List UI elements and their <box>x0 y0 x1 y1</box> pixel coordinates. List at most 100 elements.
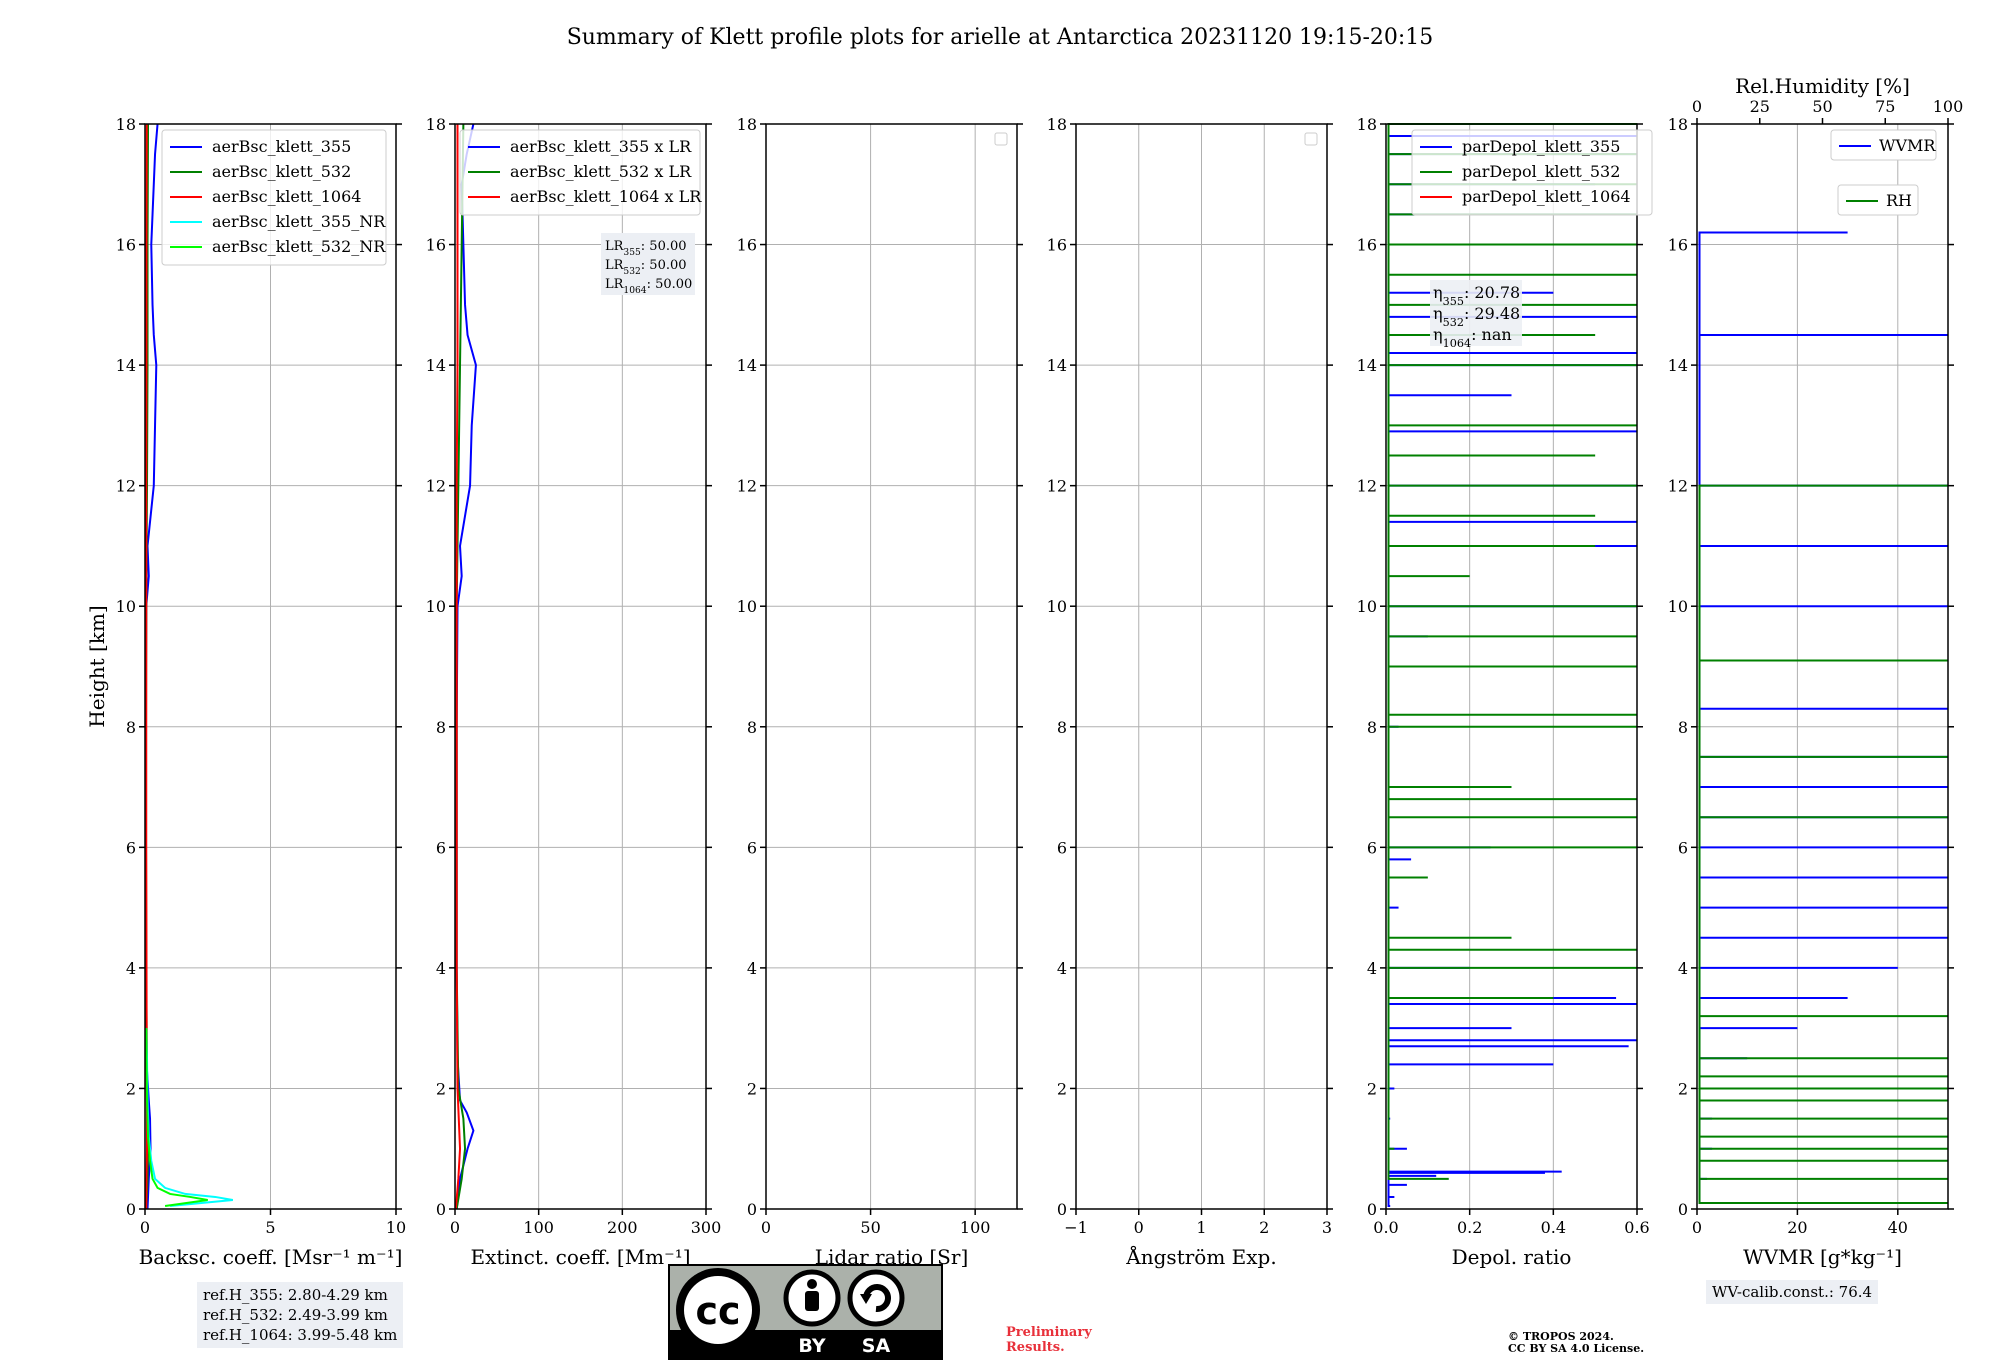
legend-box <box>1411 129 1653 216</box>
y-tick-label: 14 <box>116 356 136 375</box>
y-tick-label: 18 <box>1047 115 1067 134</box>
y-tick-label: 4 <box>1057 959 1067 978</box>
series-line-RH <box>1698 484 1948 1204</box>
y-tick-label: 8 <box>1367 718 1377 737</box>
plot-frame <box>1075 123 1328 1210</box>
plot-frame <box>144 123 397 1210</box>
ref-h-1064: ref.H_1064: 3.99-5.48 km <box>203 1326 398 1344</box>
cc-sa-label: SA <box>862 1335 891 1357</box>
legend-label: WVMR <box>1879 136 1936 155</box>
preliminary-note: Preliminary Results. <box>1006 1325 1092 1355</box>
y-tick-label: 18 <box>116 115 136 134</box>
y-tick-label: 0 <box>436 1200 446 1219</box>
x-tick-label: 0 <box>140 1218 150 1237</box>
series-line-aerBsc_klett_1064 <box>145 123 149 1210</box>
y-tick-label: 6 <box>1057 838 1067 857</box>
x-tick-label: 0.6 <box>1624 1218 1649 1237</box>
series-line-aerBsc_klett_532_NR <box>145 1028 208 1207</box>
plot-frame <box>765 123 1018 1210</box>
x-tick-label: 0.2 <box>1457 1218 1482 1237</box>
x-tick-label: 40 <box>1888 1218 1908 1237</box>
copyright-line-1: © TROPOS 2024. <box>1508 1330 1614 1343</box>
legend-label: aerBsc_klett_1064 <box>212 187 361 206</box>
series-line-aerBsc_klett_1064 x LR <box>454 124 462 1210</box>
y-tick-label: 4 <box>126 959 136 978</box>
y-tick-label: 8 <box>747 718 757 737</box>
legend-label: aerBsc_klett_355 <box>212 137 351 156</box>
y-tick-label: 8 <box>1057 718 1067 737</box>
y-tick-label: 2 <box>1057 1079 1067 1098</box>
y-tick-label: 16 <box>737 236 757 255</box>
y-tick-label: 10 <box>426 597 446 616</box>
x-tick-label: 2 <box>1259 1218 1269 1237</box>
panel-6: 0 20 40 0 2 4 6 8 10 12 14 16 18 WVMR [g*kg⁻¹] 0 25 50 75… <box>1668 74 1964 1269</box>
reference-height-box: ref.H_355: 2.80-4.29 km ref.H_532: 2.49-… <box>197 1282 404 1348</box>
legend-RH: RH <box>1837 184 1919 216</box>
lr-annotation-box <box>601 233 695 295</box>
empty-legend-box <box>1304 132 1318 146</box>
y-tick-label: 2 <box>1678 1079 1688 1098</box>
x-tick-label: 100 <box>523 1218 554 1237</box>
y-axis-label: Height [km] <box>85 605 109 727</box>
y-tick-label: 16 <box>426 236 446 255</box>
legend-box <box>459 129 701 216</box>
x-tick-label: 200 <box>607 1218 638 1237</box>
x-tick-label: 3 <box>1322 1218 1332 1237</box>
x-tick-label: 100 <box>960 1218 991 1237</box>
legend-label: RH <box>1886 191 1912 210</box>
y-tick-label: 2 <box>1367 1079 1377 1098</box>
x-tick-label: 20 <box>1787 1218 1807 1237</box>
y-tick-label: 4 <box>747 959 757 978</box>
y-tick-label: 14 <box>426 356 446 375</box>
share-alike-icon <box>847 1269 905 1327</box>
y-tick-label: 10 <box>1357 597 1377 616</box>
x-tick-label: 0.4 <box>1541 1218 1566 1237</box>
y-tick-label: 0 <box>1678 1200 1688 1219</box>
x-tick-label: 0 <box>1692 1218 1702 1237</box>
eta-annotation-532: η532: 29.48 <box>1433 304 1520 329</box>
y-tick-label: 0 <box>747 1200 757 1219</box>
y-tick-label: 10 <box>116 597 136 616</box>
x-tick-label: 1 <box>1196 1218 1206 1237</box>
legend-label: parDepol_klett_355 <box>1462 137 1620 156</box>
series-line-aerBsc_klett_355 x LR <box>455 123 477 1210</box>
y-tick-label: 18 <box>737 115 757 134</box>
y-tick-label: 0 <box>1057 1200 1067 1219</box>
y-tick-label: 6 <box>126 838 136 857</box>
y-tick-label: 18 <box>1357 115 1377 134</box>
x-tick-label: 0 <box>761 1218 771 1237</box>
y-tick-label: 6 <box>1367 838 1377 857</box>
x2-tick-label: 100 <box>1933 97 1964 116</box>
x-axis-label: Backsc. coeff. [Msr⁻¹ m⁻¹] <box>139 1245 403 1269</box>
y-tick-label: 6 <box>1678 838 1688 857</box>
y-tick-label: 18 <box>426 115 446 134</box>
legend-label: aerBsc_klett_355_NR <box>212 212 386 231</box>
eta-annotation-1064: η1064: nan <box>1433 325 1512 350</box>
y-tick-label: 0 <box>1367 1200 1377 1219</box>
plot-frame <box>454 123 707 1210</box>
x-axis-label: Depol. ratio <box>1452 1245 1572 1269</box>
x-tick-label: 5 <box>265 1218 275 1237</box>
y-tick-label: 12 <box>116 477 136 496</box>
cc-by-label: BY <box>798 1335 825 1357</box>
x-tick-label: 50 <box>860 1218 880 1237</box>
cc-text: cc <box>695 1289 740 1333</box>
y-tick-label: 14 <box>1357 356 1377 375</box>
y-tick-label: 10 <box>1047 597 1067 616</box>
x2-axis-label: Rel.Humidity [%] <box>1735 74 1910 98</box>
y-tick-label: 18 <box>1668 115 1688 134</box>
y-tick-label: 12 <box>737 477 757 496</box>
cc-by-sa-logo: cc BY SA <box>668 1264 943 1360</box>
series-line-parDepol_klett_532 <box>1387 123 1637 1180</box>
legend: aerBsc_klett_355 x LR aerBsc_klett_532 x … <box>459 129 702 216</box>
y-tick-label: 16 <box>1047 236 1067 255</box>
x-tick-label: 0 <box>1134 1218 1144 1237</box>
panel-1: 0 5 10 0 2 4 6 8 10 12 14 16 18 Backsc. coeff. [Msr⁻¹… <box>85 115 406 1269</box>
legend-label: parDepol_klett_1064 <box>1462 187 1631 206</box>
x-axis-label: Extinct. coeff. [Mm⁻¹] <box>470 1245 690 1269</box>
y-tick-label: 2 <box>126 1079 136 1098</box>
legend-label: aerBsc_klett_532_NR <box>212 237 386 256</box>
